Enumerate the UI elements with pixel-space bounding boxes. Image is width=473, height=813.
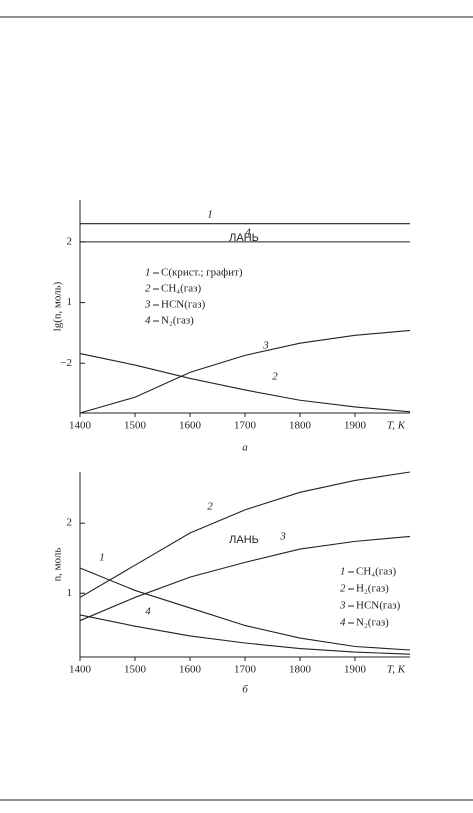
x-axis-label: T, K	[387, 420, 406, 432]
legend-number: 2	[340, 583, 346, 595]
legend-label: HCN(газ)	[356, 600, 401, 612]
x-tick-label: 1500	[124, 420, 147, 432]
curve-label: 3	[262, 340, 269, 352]
curve-label: 2	[207, 501, 213, 513]
series-line	[79, 614, 411, 655]
legend-label: CH₄(газ)	[161, 283, 202, 295]
curve-label: 2	[272, 371, 278, 383]
x-tick-label: 1700	[234, 420, 257, 432]
legend-label: CH₄(газ)	[356, 566, 397, 578]
caption: а	[242, 442, 248, 454]
legend-number: 3	[144, 299, 151, 311]
curve-label: 1	[207, 209, 213, 221]
legend-label: N₂(газ)	[356, 617, 389, 629]
legend-number: 4	[340, 617, 346, 629]
x-axis-label: T, K	[387, 664, 406, 676]
x-tick-label: 1900	[344, 664, 367, 676]
legend-number: 3	[339, 600, 346, 612]
x-tick-label: 1500	[124, 664, 147, 676]
series-line	[79, 567, 411, 651]
series-line	[79, 535, 411, 622]
legend-label: C(крист.; графит)	[161, 267, 243, 279]
x-tick-label: 1400	[69, 664, 92, 676]
caption: б	[242, 684, 248, 696]
series-line	[79, 329, 411, 414]
watermark: ЛАНЬ	[229, 232, 259, 244]
y-axis-label: lg(n, моль)	[52, 281, 64, 331]
series-line	[79, 352, 411, 413]
y-tick-label: 2	[67, 517, 73, 529]
legend-label: HCN(газ)	[161, 299, 206, 311]
y-axis-label: n, моль	[52, 548, 64, 582]
y-tick-label: −2	[60, 357, 72, 369]
legend-number: 2	[145, 283, 151, 295]
curve-label: 1	[99, 552, 105, 564]
curve-label: 4	[145, 606, 151, 618]
y-tick-label: 1	[67, 296, 73, 308]
legend-number: 1	[145, 267, 151, 279]
x-tick-label: 1800	[289, 420, 312, 432]
y-tick-label: 1	[67, 587, 73, 599]
x-tick-label: 1600	[179, 664, 202, 676]
legend-label: H₂(газ)	[356, 583, 389, 595]
curve-label: 3	[279, 531, 286, 543]
y-tick-label: 2	[67, 235, 73, 247]
x-tick-label: 1900	[344, 420, 367, 432]
x-tick-label: 1400	[69, 420, 92, 432]
legend-number: 1	[340, 566, 346, 578]
series-line	[79, 471, 411, 598]
watermark: ЛАНЬ	[229, 534, 259, 546]
legend-number: 4	[145, 315, 151, 327]
x-tick-label: 1700	[234, 664, 257, 676]
curve-label: 4	[245, 227, 251, 239]
x-tick-label: 1600	[179, 420, 202, 432]
x-tick-label: 1800	[289, 664, 312, 676]
legend-label: N₂(газ)	[161, 315, 194, 327]
